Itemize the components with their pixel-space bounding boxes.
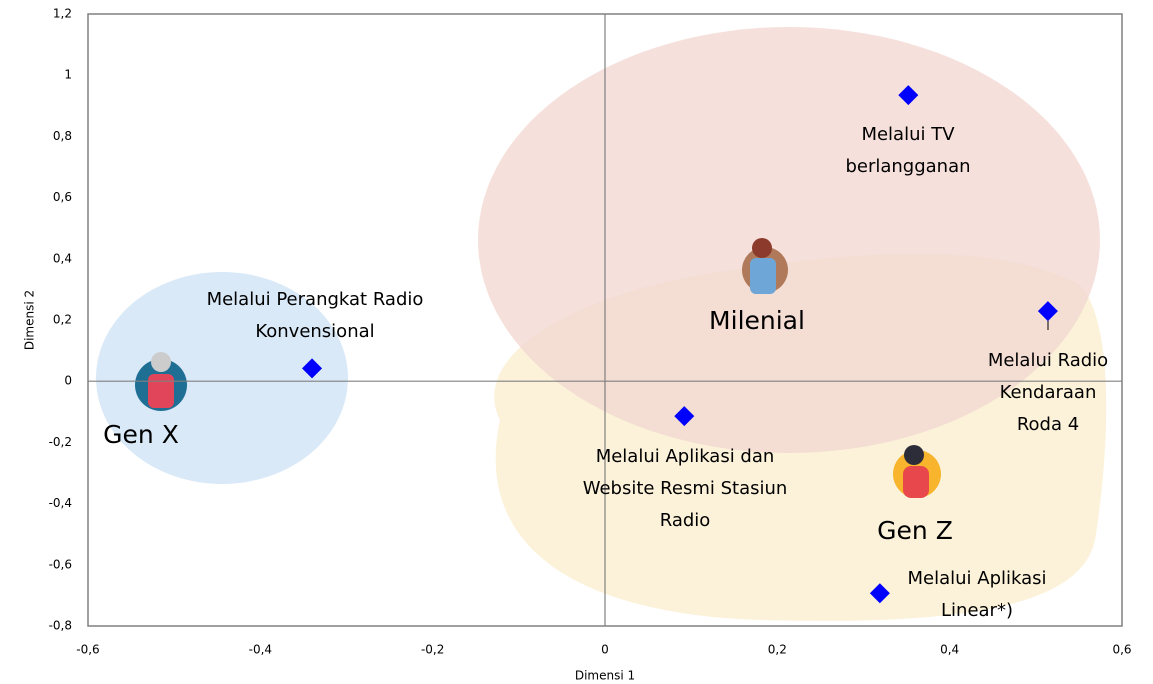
x-tick-label: 0,6 <box>1112 643 1131 657</box>
group-icons <box>135 238 941 498</box>
marker <box>869 583 890 604</box>
gen-x-region <box>96 272 348 484</box>
group-label: Gen Z <box>877 516 953 545</box>
x-tick-label: -0,4 <box>249 643 272 657</box>
point-label: Kendaraan <box>1000 382 1097 403</box>
point-label: Melalui Perangkat Radio <box>207 289 424 310</box>
y-tick-label: 0,6 <box>53 190 72 204</box>
milenial-region <box>478 27 1100 453</box>
y-axis-title: Dimensi 2 <box>23 290 37 350</box>
y-tick-label: 0 <box>64 374 72 388</box>
point-label: Roda 4 <box>1017 414 1079 435</box>
group-label: Milenial <box>709 306 805 335</box>
y-tick-label: 0,8 <box>53 129 72 143</box>
y-tick-label: -0,8 <box>49 619 72 633</box>
group-regions <box>96 27 1107 621</box>
y-tick-label: 1 <box>64 68 72 82</box>
x-tick-label: 0,4 <box>940 643 959 657</box>
point-label: Linear*) <box>941 600 1013 621</box>
marker <box>898 85 919 106</box>
point-label: berlangganan <box>845 156 970 177</box>
y-tick-label: 1,2 <box>53 7 72 21</box>
x-tick-label: 0,2 <box>768 643 787 657</box>
point-label: Radio <box>660 510 711 531</box>
group-label: Gen X <box>103 420 179 449</box>
point-label: Website Resmi Stasiun <box>583 478 788 499</box>
marker <box>1037 301 1058 322</box>
point-label: Melalui TV <box>861 124 955 145</box>
gen-z-icon-head <box>904 445 924 465</box>
y-tick-label: 0,2 <box>53 313 72 327</box>
milenial-icon-head <box>752 238 772 258</box>
gen-z-icon-body <box>903 466 929 498</box>
y-tick-label: -0,2 <box>49 435 72 449</box>
point-label: Melalui Aplikasi <box>907 568 1046 589</box>
x-tick-label: -0,6 <box>76 643 99 657</box>
point-label: Melalui Radio <box>988 350 1108 371</box>
x-tick-label: 0 <box>601 643 609 657</box>
point-label: Konvensional <box>255 321 374 342</box>
marker <box>674 406 695 427</box>
milenial-icon-body <box>750 258 776 294</box>
gen-x-icon-body <box>148 374 174 408</box>
marker <box>302 358 323 379</box>
y-tick-label: -0,6 <box>49 557 72 571</box>
y-tick-label: 0,4 <box>53 251 72 265</box>
point-label: Melalui Aplikasi dan <box>596 446 775 467</box>
gen-x-icon-head <box>151 352 171 372</box>
x-tick-label: -0,2 <box>421 643 444 657</box>
x-axis-title: Dimensi 1 <box>575 669 635 683</box>
y-tick-label: -0,4 <box>49 496 72 510</box>
